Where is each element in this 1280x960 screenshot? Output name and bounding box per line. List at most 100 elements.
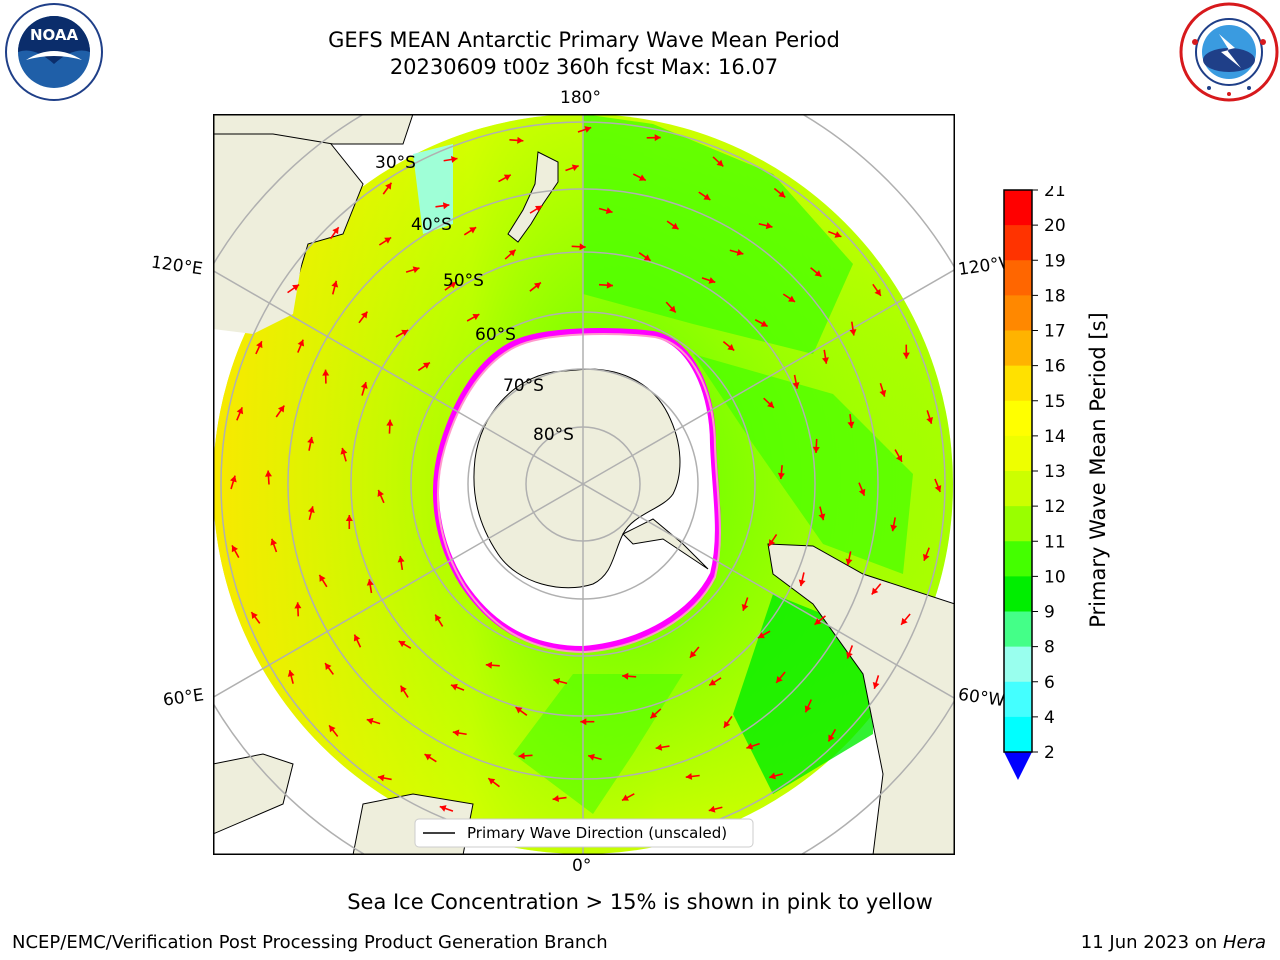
wave-arrow-head — [845, 558, 853, 566]
wave-arrow-head — [788, 295, 796, 302]
colorbar-tick-label: 12 — [1044, 497, 1066, 517]
wave-arrow-head — [584, 126, 592, 133]
wave-arrow-head — [515, 707, 523, 714]
wave-arrow-head — [366, 579, 374, 586]
wave-arrow-head — [366, 717, 374, 725]
wave-arrow-head — [874, 288, 881, 296]
footer-date: 11 Jun 2023 on — [1080, 932, 1223, 953]
wave-arrow-head — [643, 254, 651, 261]
wave-arrow-head — [757, 632, 765, 639]
colorbar-cell — [1004, 400, 1032, 437]
wave-arrow-head — [329, 725, 336, 733]
wave-arrow-head — [450, 156, 458, 163]
wave-arrow-head — [386, 419, 394, 426]
colorbar-tick-label: 6 — [1044, 673, 1055, 693]
new-zealand-land — [507, 151, 559, 243]
colorbar-tick-label: 13 — [1044, 462, 1066, 482]
colorbar-tick-label: 18 — [1044, 286, 1066, 306]
colorbar-cell — [1004, 295, 1032, 331]
wave-arrow-head — [671, 222, 679, 230]
wave-arrow-head — [606, 281, 613, 289]
footer-left: NCEP/EMC/Verification Post Processing Pr… — [12, 932, 608, 953]
wave-arrow-head — [231, 545, 238, 553]
wave-arrow-head — [360, 311, 368, 319]
wave-arrow-head — [503, 174, 511, 181]
colorbar-cell — [1004, 646, 1032, 683]
wave-arrow-head — [834, 231, 842, 238]
wave-arrow-head — [778, 190, 786, 198]
wave-arrow-head — [708, 805, 716, 813]
wave-arrow-head — [685, 772, 693, 780]
wave-arrow-head — [580, 718, 587, 726]
colorbar-cell — [1004, 506, 1032, 542]
wave-arrow-head — [442, 202, 450, 210]
wave-arrow-head — [377, 774, 385, 782]
wave-arrow-head — [716, 159, 724, 167]
wave-arrow-head — [769, 772, 776, 780]
wave-arrow-head — [760, 320, 768, 327]
lon-label-180: 180° — [560, 88, 601, 108]
wave-arrow-head — [650, 711, 658, 719]
wave-arrow-head — [398, 641, 406, 648]
colorbar-cell — [1004, 365, 1032, 402]
wave-arrow-head — [412, 266, 420, 274]
wave-arrow-head — [287, 670, 295, 677]
south-america-land — [767, 543, 955, 855]
wave-arrow-head — [449, 281, 457, 289]
wave-arrow-head — [422, 362, 430, 369]
colorbar-extend-arrow — [1004, 752, 1032, 780]
legend-box — [414, 818, 754, 848]
wave-arrow-head — [579, 243, 586, 251]
wave-arrow-head — [879, 389, 887, 397]
wave-arrow-head — [345, 515, 353, 522]
colorbar-cell — [1004, 435, 1032, 472]
wave-arrow-head — [472, 314, 480, 321]
colorbar-cell — [1004, 576, 1032, 612]
wave-arrow-head — [814, 270, 822, 277]
colorbar-cell — [1004, 541, 1032, 577]
footer-host: Hera — [1222, 932, 1266, 953]
wave-arrow-head — [435, 614, 442, 622]
wave-arrow-head — [332, 227, 339, 235]
wave-arrow-head — [767, 401, 774, 408]
wave-arrow-head — [424, 754, 432, 761]
wave-arrow-head — [654, 134, 661, 142]
wave-arrow-head — [353, 634, 361, 642]
wave-arrow-head — [588, 753, 595, 761]
wave-arrow-head — [890, 524, 898, 532]
wave-arrow-head — [872, 681, 880, 689]
wave-arrow-head — [401, 329, 409, 337]
wave-arrow-head — [251, 612, 258, 620]
wave-arrow-head — [469, 227, 477, 234]
lon-label-60e: 60°E — [161, 685, 206, 711]
colorbar-tick-label: 10 — [1044, 567, 1066, 587]
colorbar-cell — [1004, 260, 1032, 296]
wave-arrow-head — [922, 553, 930, 561]
colorbar-ticks: 21 20 19 18 17 16 15 14 13 12 11 10 9 8 6 4 2 — [1032, 186, 1066, 763]
footer-right: 11 Jun 2023 on Hera — [1081, 932, 1266, 953]
colorbar-cell — [1004, 190, 1032, 226]
colorbar-tick-label: 15 — [1044, 392, 1066, 412]
wave-arrow-head — [792, 382, 800, 389]
colorbar-tick-label: 11 — [1044, 532, 1066, 552]
meridian-60e-120w — [213, 268, 955, 699]
lat-label-50: 50°S — [443, 271, 484, 291]
wave-arrow-head — [689, 650, 697, 658]
wave-arrow-head — [229, 475, 237, 483]
wave-arrow-head — [325, 663, 332, 671]
wave-arrow-head — [270, 538, 278, 546]
wave-arrow-head — [322, 369, 330, 376]
wave-arrow-head — [397, 555, 405, 563]
wave-arrow-head — [452, 729, 460, 737]
wave-arrow-head — [902, 352, 910, 359]
wave-arrow-head — [331, 280, 339, 288]
noaa-logo: NOAA — [5, 3, 103, 101]
wave-arrow-head — [812, 446, 820, 453]
map-title: GEFS MEAN Antarctic Primary Wave Mean Pe… — [328, 28, 840, 52]
colorbar-tick-label: 21 — [1044, 186, 1066, 201]
wave-arrow-head — [488, 778, 496, 785]
wave-arrow-head — [804, 705, 812, 713]
wave-arrow-head — [895, 454, 903, 462]
wave-arrow-head — [377, 489, 384, 497]
colorbar: 21 20 19 18 17 16 15 14 13 12 11 10 9 8 6 4 2 — [1003, 186, 1066, 780]
